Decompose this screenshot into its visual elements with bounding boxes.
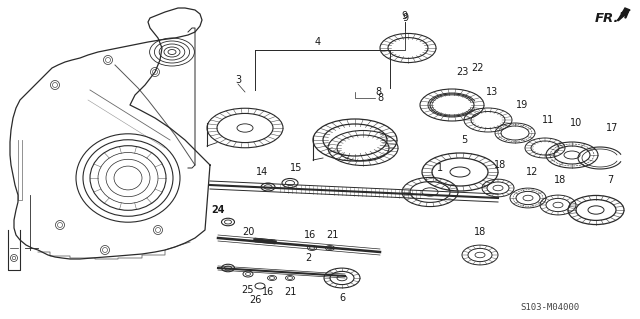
Text: 13: 13 — [486, 87, 498, 97]
Text: 10: 10 — [570, 118, 582, 128]
Text: 26: 26 — [249, 295, 261, 305]
Text: 8: 8 — [377, 93, 383, 103]
Text: 24: 24 — [211, 205, 225, 215]
Text: 2: 2 — [305, 253, 311, 263]
Text: 23: 23 — [456, 67, 468, 77]
Text: 18: 18 — [554, 175, 566, 185]
Text: 16: 16 — [304, 230, 316, 240]
Text: 4: 4 — [315, 37, 321, 47]
Text: 22: 22 — [472, 63, 484, 73]
Text: 21: 21 — [326, 230, 338, 240]
Polygon shape — [618, 8, 630, 20]
Text: S103-M04000: S103-M04000 — [520, 303, 579, 313]
Text: 6: 6 — [339, 293, 345, 303]
Text: 9: 9 — [401, 11, 407, 21]
Text: 16: 16 — [262, 287, 274, 297]
Text: 8: 8 — [375, 87, 381, 97]
Text: 18: 18 — [494, 160, 506, 170]
Text: 11: 11 — [542, 115, 554, 125]
Text: 7: 7 — [607, 175, 613, 185]
Text: 1: 1 — [437, 163, 443, 173]
Text: 14: 14 — [256, 167, 268, 177]
Text: 5: 5 — [461, 135, 467, 145]
Text: 18: 18 — [474, 227, 486, 237]
Text: 12: 12 — [526, 167, 538, 177]
Text: 9: 9 — [402, 13, 408, 23]
Text: 17: 17 — [606, 123, 618, 133]
Text: 19: 19 — [516, 100, 528, 110]
Text: 21: 21 — [284, 287, 296, 297]
Text: FR.: FR. — [595, 11, 620, 25]
Text: 15: 15 — [290, 163, 302, 173]
Text: 25: 25 — [242, 285, 254, 295]
Text: 3: 3 — [235, 75, 241, 85]
Text: 20: 20 — [242, 227, 254, 237]
